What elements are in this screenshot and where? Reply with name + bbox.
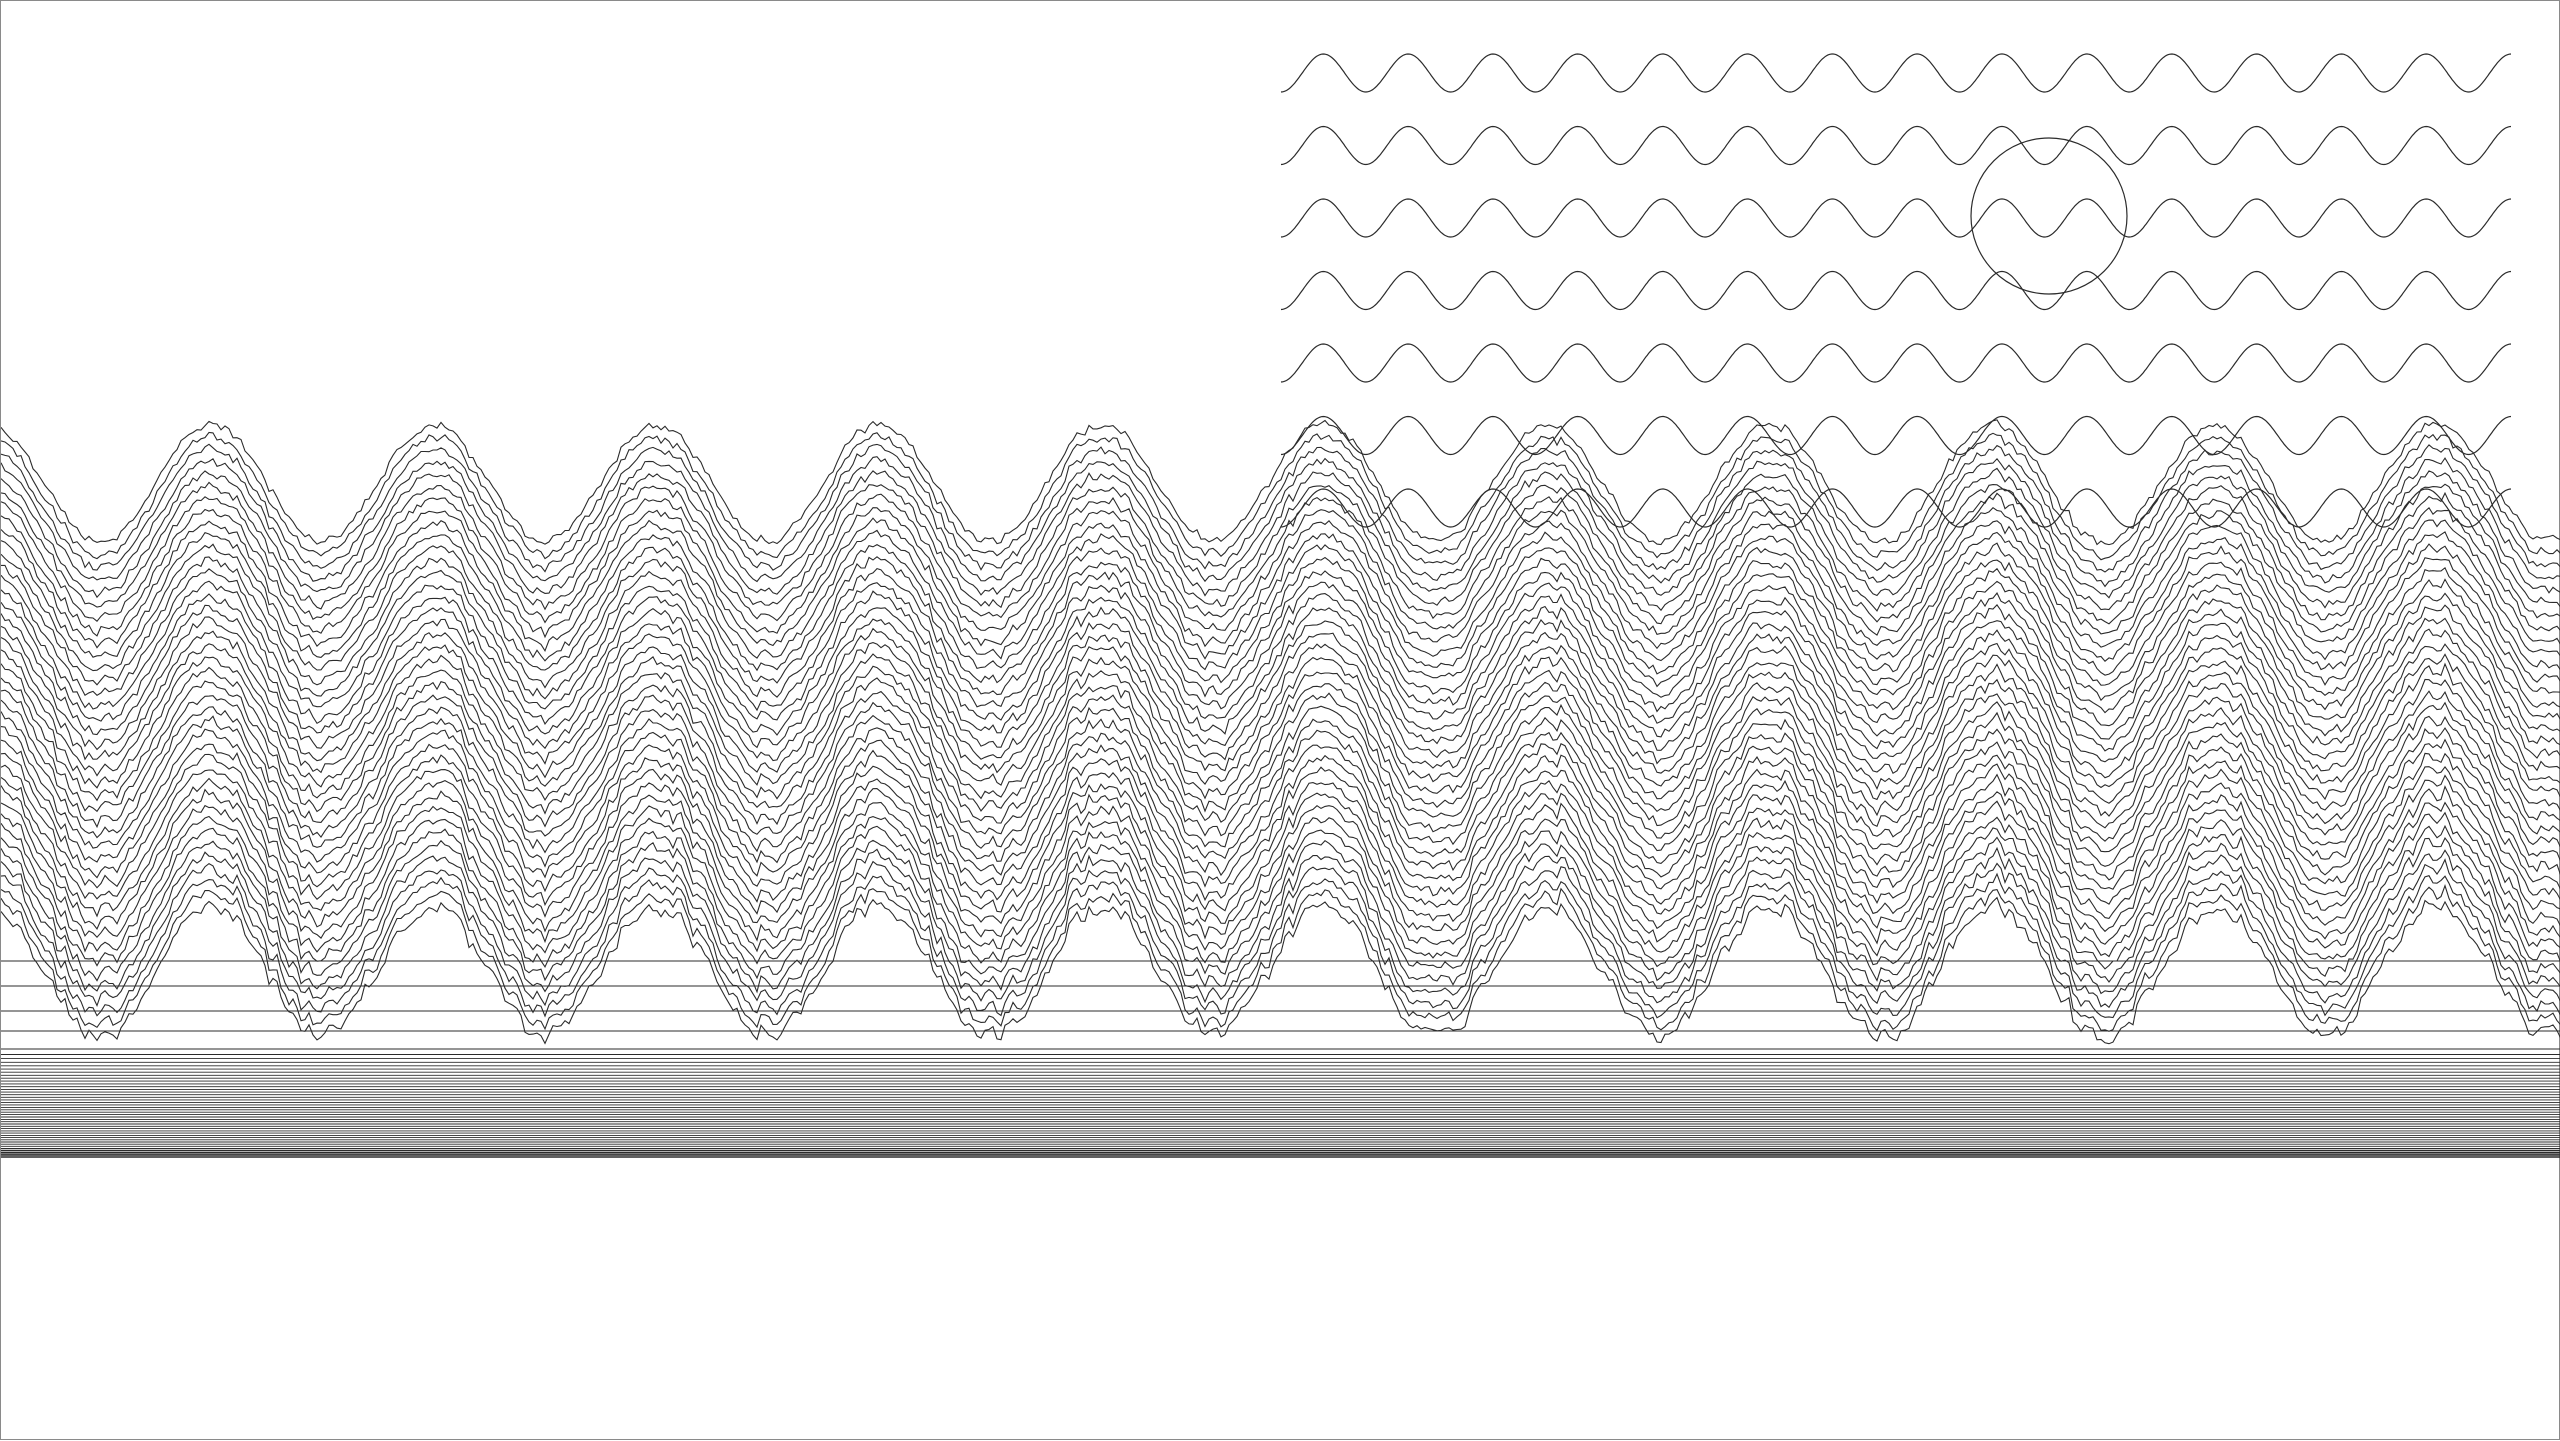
ridge-line <box>1 420 2560 545</box>
ridge-line <box>1 848 2560 993</box>
ridge-line <box>1 860 2560 1008</box>
ridge-line <box>1 764 2560 905</box>
sine-wave-row <box>1281 127 2511 165</box>
ridge-line <box>1 874 2560 1018</box>
ridge-line <box>1 591 2560 726</box>
ridge-line <box>1 457 2560 587</box>
ridge-line <box>1 654 2560 789</box>
sine-wave-grid-group <box>1281 54 2511 527</box>
ridge-line <box>1 691 2560 828</box>
sine-wave-row <box>1281 199 2511 237</box>
ridge-line <box>1 530 2560 661</box>
ridge-line <box>1 617 2560 751</box>
ridge-line <box>1 787 2560 932</box>
sine-wave-row <box>1281 54 2511 92</box>
ridge-line <box>1 813 2560 957</box>
ridge-line <box>1 664 2560 803</box>
ridge-line <box>1 508 2560 637</box>
ridge-line <box>1 543 2560 675</box>
ridge-line <box>1 493 2560 624</box>
sine-wave-row <box>1281 417 2511 455</box>
ridge-line <box>1 568 2560 700</box>
ridge-line <box>1 432 2560 559</box>
horizontal-bands-group <box>1 961 2560 1157</box>
ridge-line <box>1 702 2560 841</box>
ridge-line <box>1 444 2560 572</box>
circle-marker <box>1971 138 2127 294</box>
ridge-line <box>1 837 2560 982</box>
ridge-line <box>1 579 2560 712</box>
ridge-line <box>1 775 2560 919</box>
ridge-line <box>1 643 2560 778</box>
ridge-line <box>1 898 2560 1044</box>
ridge-line <box>1 518 2560 651</box>
ridge-line <box>1 605 2560 739</box>
ridge-line <box>1 740 2560 880</box>
ridge-line <box>1 728 2560 867</box>
ridge-line <box>1 713 2560 853</box>
ridge-line <box>1 886 2560 1032</box>
ridge-line <box>1 629 2560 764</box>
ridge-line <box>1 557 2560 688</box>
ridge-line <box>1 678 2560 816</box>
circle-marker-group <box>1971 138 2127 294</box>
ridge-line <box>1 801 2560 944</box>
sine-wave-row <box>1281 489 2511 527</box>
ridge-line <box>1 751 2560 891</box>
ridge-line <box>1 468 2560 597</box>
ridge-lines-group <box>1 420 2560 1044</box>
sine-wave-row <box>1281 272 2511 310</box>
ridge-line <box>1 826 2560 969</box>
sine-wave-row <box>1281 344 2511 382</box>
